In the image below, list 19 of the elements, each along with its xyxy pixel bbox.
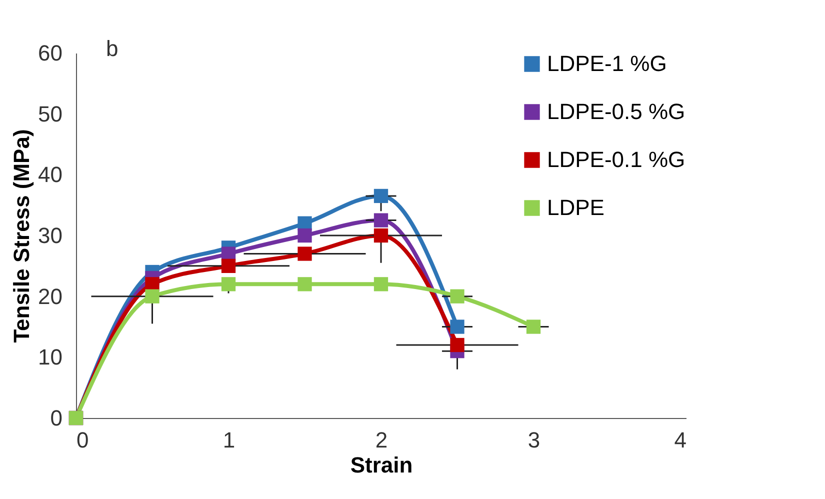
x-tick-label: 3: [528, 428, 540, 452]
y-tick-label: 60: [38, 40, 62, 66]
y-tick-label: 50: [38, 101, 62, 126]
y-tick-label: 10: [38, 344, 62, 370]
y-tick-label: 40: [38, 162, 62, 188]
x-tick-label: 4: [674, 428, 686, 452]
legend-label: LDPE: [547, 195, 604, 220]
x-tick-label: 0: [76, 428, 89, 452]
legend-label: LDPE-0.5 %G: [547, 99, 686, 124]
x-tick-label: 1: [222, 428, 236, 452]
legend-label: LDPE-1 %G: [547, 51, 667, 76]
x-axis-title: Strain: [350, 452, 413, 478]
y-axis-title: Tensile Stress (MPa): [9, 129, 34, 343]
annotation: b: [106, 36, 118, 61]
y-tick-label: 0: [50, 406, 62, 430]
y-tick-label: 30: [38, 223, 62, 248]
x-tick-label: 2: [375, 428, 388, 452]
legend-label: LDPE-0.1 %G: [547, 147, 686, 172]
y-tick-label: 20: [38, 284, 62, 309]
